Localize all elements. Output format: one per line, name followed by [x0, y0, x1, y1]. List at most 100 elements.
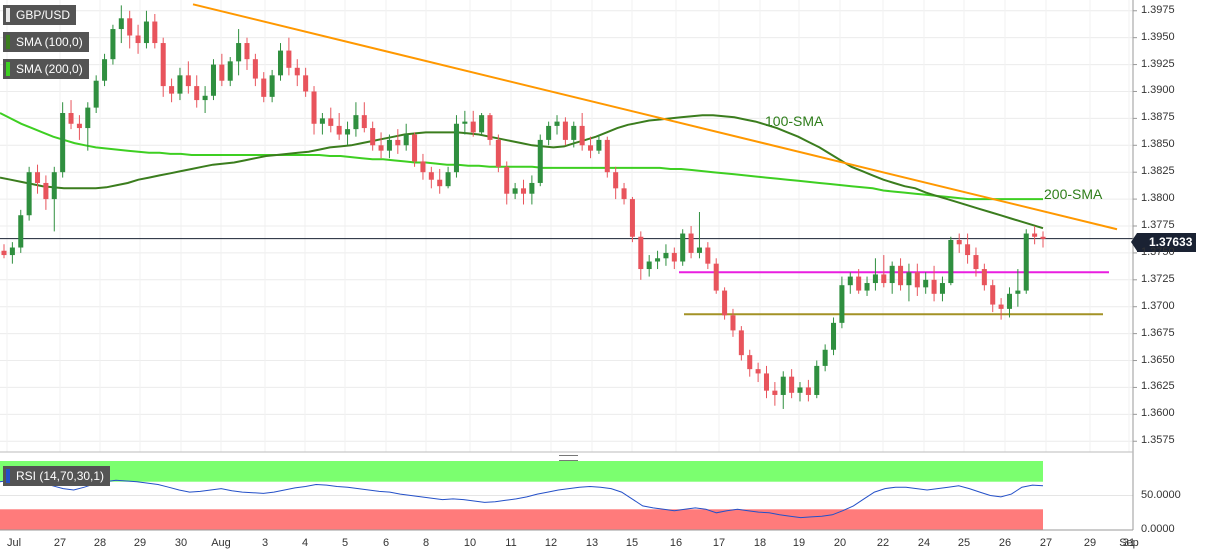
rsi-overbought-zone [0, 461, 1043, 482]
candle-body [663, 252, 669, 259]
candle [319, 113, 325, 135]
candle [898, 258, 904, 291]
candle [185, 61, 191, 94]
candle-body [102, 59, 108, 81]
candle-body [60, 113, 66, 173]
candle-body [328, 118, 334, 126]
candle [763, 365, 770, 399]
candle-body [596, 139, 602, 151]
candle [537, 134, 543, 187]
candle [822, 344, 828, 372]
candle [60, 102, 66, 178]
candle-body [856, 276, 862, 291]
candle [194, 75, 200, 108]
candle-body [9, 247, 15, 256]
candle [420, 153, 426, 180]
candle [26, 166, 32, 221]
candle-body [705, 247, 711, 264]
candle-body [688, 233, 694, 253]
candle-body [965, 244, 971, 256]
candle [227, 57, 233, 87]
moving-averages [0, 112, 1044, 230]
x-tick-label: Sep [1119, 537, 1139, 549]
candle [772, 382, 778, 406]
candle-body [1006, 293, 1012, 309]
candle-body [18, 215, 24, 248]
candle-body [629, 199, 635, 237]
candle-body [177, 75, 183, 94]
legend-sma100[interactable]: SMA (100,0) [3, 32, 89, 52]
candle [554, 115, 560, 135]
x-tick-label: 13 [585, 537, 599, 549]
candle-body [345, 129, 351, 135]
candle [311, 86, 317, 135]
y-tick-label: 1.3925 [1141, 57, 1175, 70]
candle-body [562, 121, 568, 140]
candle [948, 236, 954, 286]
y-tick-label: 1.3725 [1141, 272, 1175, 285]
candle-body [269, 75, 275, 97]
x-tick-label: 3 [261, 537, 269, 549]
candle-body [1032, 233, 1038, 237]
candle [160, 37, 166, 97]
x-tick-label: 4 [301, 537, 309, 549]
legend-sma200[interactable]: SMA (200,0) [3, 59, 89, 79]
candle [931, 265, 937, 302]
candle [177, 67, 183, 101]
x-tick-label: 20 [833, 537, 847, 549]
candle-body [805, 387, 811, 395]
candle [412, 132, 418, 167]
candle-body [898, 265, 904, 286]
candle [68, 100, 74, 130]
candle-body [822, 349, 828, 366]
candle [990, 279, 996, 313]
candle [1040, 231, 1046, 248]
candle-body [453, 123, 459, 173]
price-grid [0, 0, 1133, 452]
candle-body [277, 50, 284, 76]
candle-body [956, 239, 962, 245]
descending-trendline [192, 3, 1118, 231]
x-tick-label: 31 [1122, 537, 1136, 549]
candle [9, 242, 15, 264]
candle [973, 247, 979, 277]
candle-body [671, 252, 677, 262]
candle-body [789, 376, 795, 393]
candle [571, 121, 577, 148]
candle-body [202, 95, 208, 101]
rsi-line [0, 478, 1044, 519]
legend-rsi[interactable]: RSI (14,70,30,1) [3, 466, 111, 486]
candle [336, 113, 342, 140]
candle [713, 258, 719, 294]
candle-body [588, 145, 594, 151]
candle [386, 134, 392, 159]
candle-body [428, 172, 434, 180]
candle [546, 121, 552, 146]
candle-body [755, 369, 761, 374]
candle-body [35, 172, 41, 183]
annotation-200-sma: 200-SMA [1044, 186, 1103, 202]
pane-splitter-handle[interactable] [559, 455, 578, 461]
candle [328, 107, 334, 133]
candle [453, 115, 459, 178]
candle [512, 182, 518, 200]
candle [604, 136, 610, 178]
legend-sma100-label: SMA (100,0) [16, 35, 83, 49]
candle [1023, 229, 1029, 294]
candle [370, 121, 376, 151]
candle-body [194, 86, 200, 101]
candle-body [939, 283, 945, 294]
candle [236, 29, 242, 76]
candle [1, 244, 7, 259]
candle-body [361, 115, 367, 129]
x-tick-label: 22 [876, 537, 890, 549]
y-tick-label: 1.3825 [1141, 165, 1175, 178]
candle-body [864, 283, 870, 291]
x-tick-label: Jul [7, 537, 22, 549]
candle [864, 276, 870, 296]
candle [437, 168, 443, 194]
candle-body [370, 128, 376, 146]
candle [445, 166, 451, 189]
candle [102, 53, 108, 87]
legend-symbol[interactable]: GBP/USD [3, 5, 77, 25]
